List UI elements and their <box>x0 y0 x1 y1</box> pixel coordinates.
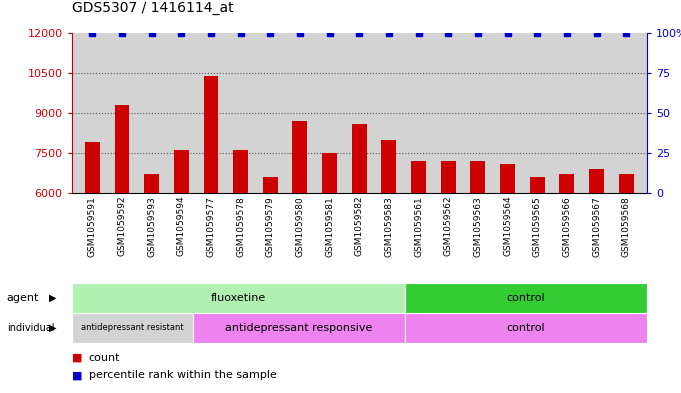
Text: GDS5307 / 1416114_at: GDS5307 / 1416114_at <box>72 1 233 15</box>
Text: percentile rank within the sample: percentile rank within the sample <box>89 371 276 380</box>
Text: control: control <box>507 293 545 303</box>
Text: count: count <box>89 353 120 363</box>
Bar <box>233 151 248 193</box>
Bar <box>405 283 647 313</box>
Bar <box>263 177 278 193</box>
Text: fluoxetine: fluoxetine <box>210 293 266 303</box>
Text: control: control <box>507 323 545 333</box>
Text: ■: ■ <box>72 353 86 363</box>
Bar <box>352 124 366 193</box>
Bar <box>471 161 486 193</box>
Bar <box>193 313 405 343</box>
Bar <box>619 174 633 193</box>
Bar <box>292 121 307 193</box>
Bar <box>85 142 99 193</box>
Bar <box>589 169 604 193</box>
Bar <box>560 174 574 193</box>
Bar <box>381 140 396 193</box>
Text: antidepressant responsive: antidepressant responsive <box>225 323 373 333</box>
Bar <box>72 283 405 313</box>
Bar <box>530 177 545 193</box>
Bar <box>72 313 193 343</box>
Bar <box>411 161 426 193</box>
Text: agent: agent <box>7 293 39 303</box>
Text: ▶: ▶ <box>49 323 57 333</box>
Text: ■: ■ <box>72 371 86 380</box>
Bar <box>405 313 647 343</box>
Bar <box>322 153 337 193</box>
Text: ▶: ▶ <box>49 293 57 303</box>
Bar <box>114 105 129 193</box>
Bar <box>204 76 219 193</box>
Bar <box>144 174 159 193</box>
Bar <box>500 163 515 193</box>
Text: antidepressant resistant: antidepressant resistant <box>81 323 183 332</box>
Bar <box>174 151 189 193</box>
Text: individual: individual <box>7 323 54 333</box>
Bar <box>441 161 456 193</box>
